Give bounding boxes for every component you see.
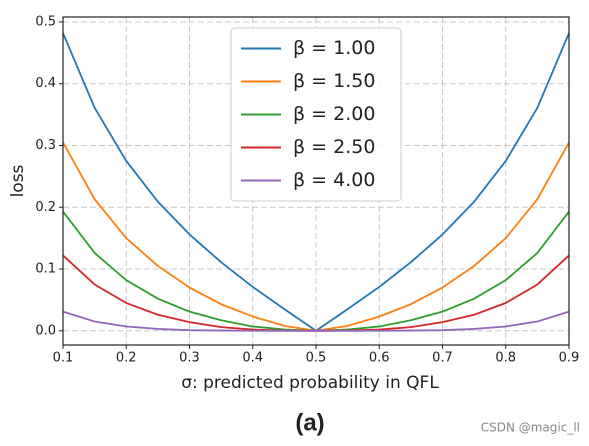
legend-label: β = 2.50 xyxy=(293,136,375,158)
legend-label: β = 4.00 xyxy=(293,169,375,191)
legend-label: β = 1.00 xyxy=(293,37,375,59)
watermark: CSDN @magic_ll xyxy=(481,421,580,435)
x-axis-label: σ: predicted probability in QFL xyxy=(181,373,439,393)
y-tick-label: 0.5 xyxy=(35,14,56,29)
y-tick-label: 0.1 xyxy=(35,262,56,277)
x-tick-label: 0.6 xyxy=(369,351,390,366)
y-tick-label: 0.4 xyxy=(35,76,56,91)
line-series xyxy=(62,310,570,332)
y-tick-label: 0.3 xyxy=(35,138,56,153)
y-tick-label: 0.0 xyxy=(35,323,56,338)
x-tick-label: 0.9 xyxy=(559,351,580,366)
caption: (a) xyxy=(295,409,324,436)
x-tick-label: 0.1 xyxy=(53,351,74,366)
x-tick-label: 0.8 xyxy=(495,351,516,366)
x-tick-label: 0.2 xyxy=(116,351,137,366)
x-tick-label: 0.3 xyxy=(179,351,200,366)
legend-label: β = 1.50 xyxy=(293,70,375,92)
x-tick-label: 0.4 xyxy=(242,351,263,366)
x-tick-label: 0.7 xyxy=(432,351,453,366)
y-axis-label: loss xyxy=(8,164,28,197)
x-tick-label: 0.5 xyxy=(306,351,327,366)
plot-frame xyxy=(62,16,570,346)
y-tick-label: 0.2 xyxy=(35,200,56,215)
legend-box xyxy=(230,27,402,202)
legend-label: β = 2.00 xyxy=(293,103,375,125)
